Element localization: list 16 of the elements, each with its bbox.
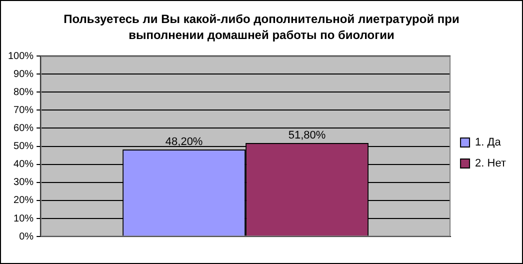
chart-title: Пользуетесь ли Вы какой-либо дополнительной лиетратурой при выполнении домашней работы по биологии — [62, 11, 460, 43]
y-tick-label: 10% — [14, 213, 34, 224]
y-tick-label: 70% — [14, 104, 34, 116]
data-label: 51,80% — [288, 130, 326, 142]
y-tick-label: 50% — [14, 141, 34, 152]
y-tick-label: 90% — [14, 68, 34, 80]
data-label: 48,20% — [165, 136, 203, 148]
y-tick-label: 100% — [8, 50, 34, 62]
y-tick-label: 60% — [14, 122, 34, 134]
legend-label: 1. Да — [475, 136, 502, 149]
y-tick-label: 20% — [14, 195, 34, 206]
y-tick-label: 40% — [14, 159, 34, 170]
y-tick-label: 0% — [19, 231, 34, 242]
y-tick-label: 80% — [14, 86, 34, 98]
y-tick-label: 30% — [14, 177, 34, 188]
legend-label: 2. Нет — [475, 158, 506, 170]
